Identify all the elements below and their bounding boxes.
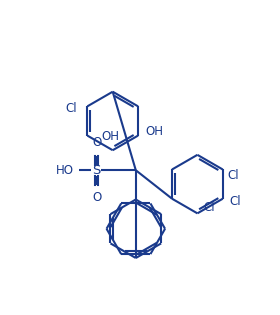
Text: OH: OH <box>101 129 119 142</box>
Text: O: O <box>92 191 101 204</box>
Text: HO: HO <box>55 164 73 177</box>
Text: Cl: Cl <box>227 169 239 182</box>
Text: Cl: Cl <box>65 102 77 115</box>
Text: S: S <box>92 164 101 177</box>
Text: O: O <box>92 136 101 149</box>
Text: OH: OH <box>146 125 164 138</box>
Text: Cl: Cl <box>229 195 241 208</box>
Text: Cl: Cl <box>204 201 215 214</box>
